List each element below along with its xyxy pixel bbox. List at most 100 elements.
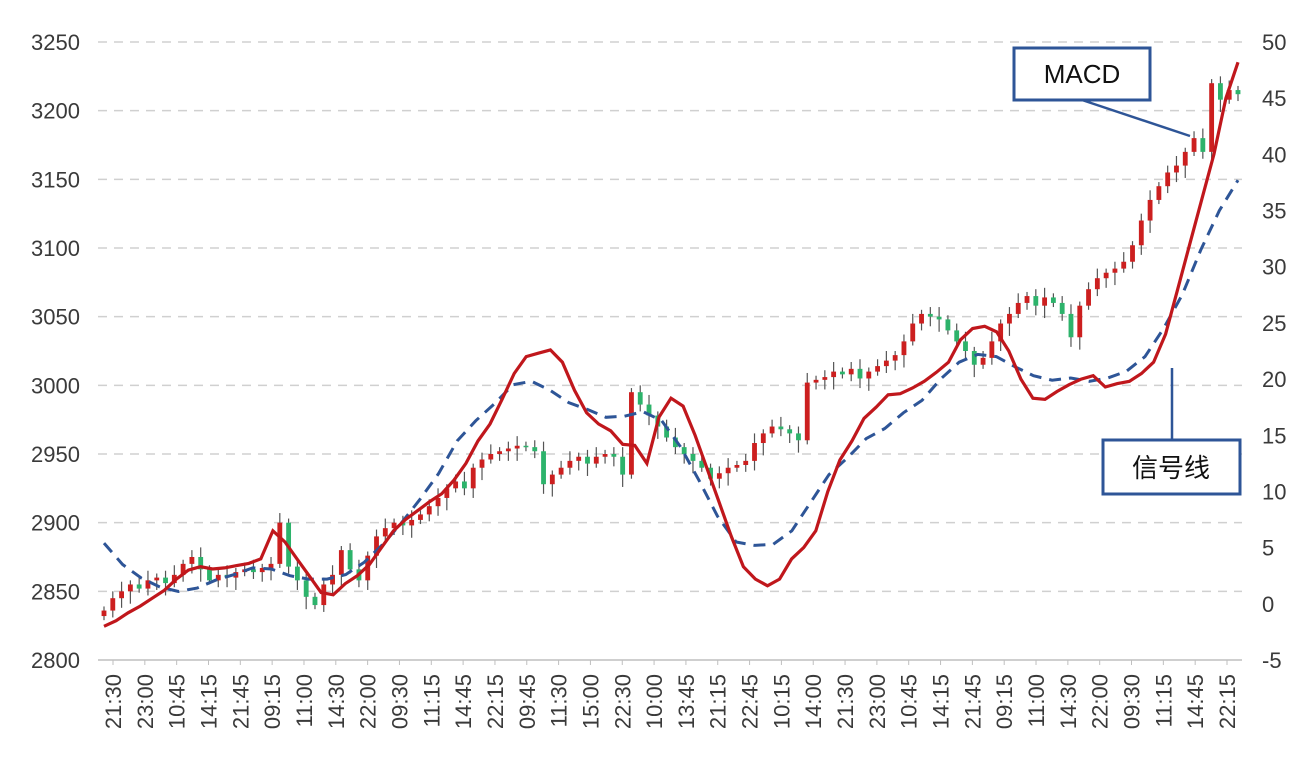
candle-body bbox=[971, 351, 977, 365]
candle-body bbox=[919, 313, 924, 324]
macd-line bbox=[103, 61, 1240, 628]
candle-body bbox=[497, 451, 502, 454]
candle-body bbox=[743, 460, 749, 465]
right-tick-label: 50 bbox=[1262, 30, 1286, 55]
candle-body bbox=[1077, 305, 1083, 338]
candle-body bbox=[760, 433, 766, 444]
candle-body bbox=[532, 447, 538, 452]
signal-callout-label: 信号线 bbox=[1132, 453, 1210, 483]
candle-body bbox=[409, 519, 415, 526]
candle-body bbox=[1050, 297, 1056, 303]
candle-body bbox=[576, 456, 582, 461]
candle-body bbox=[822, 377, 828, 380]
candle-body bbox=[136, 584, 142, 589]
macd-callout-leader bbox=[1081, 98, 1191, 138]
x-tick-label: 21:30 bbox=[101, 674, 126, 729]
candle-body bbox=[391, 522, 397, 529]
x-axis: 21:30 23:00 10:45 14:15 21:45 09:15 11:00 14:30… bbox=[101, 660, 1240, 729]
candle-body bbox=[1112, 268, 1118, 273]
candle-body bbox=[813, 379, 819, 383]
candle-body bbox=[567, 460, 573, 468]
right-tick-label: 5 bbox=[1262, 536, 1274, 561]
candle-body bbox=[321, 584, 327, 606]
right-tick-label: 0 bbox=[1262, 592, 1274, 617]
signal-line bbox=[102, 179, 1240, 594]
right-tick-label: 30 bbox=[1262, 255, 1286, 280]
right-tick-label: 35 bbox=[1262, 199, 1286, 224]
candle-body bbox=[796, 433, 801, 441]
candle-body bbox=[593, 456, 599, 464]
candle-body bbox=[110, 598, 116, 611]
candle-body bbox=[251, 569, 256, 573]
candle-body bbox=[1174, 165, 1179, 173]
candle-body bbox=[883, 360, 889, 367]
x-tick-label: 15:00 bbox=[578, 674, 603, 729]
candle-body bbox=[347, 550, 353, 570]
left-tick-label: 2850 bbox=[31, 579, 80, 604]
candle-body bbox=[1200, 138, 1206, 152]
x-tick-label: 13:45 bbox=[674, 674, 699, 729]
x-tick-label: 09:30 bbox=[1120, 674, 1145, 729]
candle-body bbox=[954, 330, 960, 342]
candle-body bbox=[1042, 297, 1048, 306]
candle-body bbox=[611, 454, 617, 457]
x-tick-label: 10:45 bbox=[897, 674, 922, 729]
x-tick-label: 14:00 bbox=[801, 674, 826, 729]
candle-body bbox=[154, 577, 160, 581]
candle-body bbox=[514, 445, 520, 449]
left-tick-label: 3050 bbox=[31, 305, 80, 330]
candle-body bbox=[1209, 83, 1215, 152]
candle-body bbox=[259, 567, 265, 573]
candle-body bbox=[558, 467, 564, 475]
x-tick-label: 22:00 bbox=[1088, 674, 1113, 729]
candle-body bbox=[189, 557, 195, 564]
candle-body bbox=[716, 473, 722, 479]
candle-body bbox=[549, 474, 555, 485]
x-tick-label: 11:00 bbox=[292, 674, 317, 727]
left-tick-label: 2800 bbox=[31, 648, 80, 673]
candle-body bbox=[664, 426, 670, 438]
candle-body bbox=[444, 488, 450, 498]
right-tick-label: 40 bbox=[1262, 142, 1286, 167]
x-tick-label: 14:45 bbox=[1183, 674, 1208, 729]
left-tick-label: 3250 bbox=[31, 30, 80, 55]
right-tick-label: 45 bbox=[1262, 86, 1286, 111]
candle-body bbox=[470, 467, 476, 489]
x-tick-label: 09:30 bbox=[387, 674, 412, 729]
candle-body bbox=[198, 557, 204, 570]
macd-callout-label: MACD bbox=[1044, 59, 1121, 89]
candle-body bbox=[1103, 272, 1109, 279]
x-tick-label: 11:15 bbox=[1151, 674, 1176, 727]
x-tick-label: 23:00 bbox=[865, 674, 890, 729]
candle-body bbox=[637, 392, 643, 405]
candle-body bbox=[980, 357, 986, 365]
candle-body bbox=[435, 497, 441, 507]
right-tick-label: 15 bbox=[1262, 423, 1286, 448]
candle-body bbox=[145, 580, 151, 589]
candle-body bbox=[989, 341, 995, 358]
x-tick-label: 21:30 bbox=[833, 674, 858, 729]
x-tick-label: 22:15 bbox=[1215, 674, 1240, 729]
x-tick-label: 11:30 bbox=[547, 674, 572, 727]
x-tick-label: 14:30 bbox=[1056, 674, 1081, 729]
candle-body bbox=[303, 580, 309, 597]
left-axis: 3250 3200 3150 3100 3050 3000 2950 2900 2850 2800 bbox=[31, 30, 80, 673]
candle-body bbox=[1156, 186, 1162, 200]
left-tick-label: 3100 bbox=[31, 236, 80, 261]
candle-body bbox=[927, 313, 933, 317]
candle-body bbox=[910, 323, 916, 342]
candle-body bbox=[620, 456, 626, 475]
x-tick-label: 22:00 bbox=[356, 674, 381, 729]
candle-body bbox=[1147, 199, 1153, 221]
x-tick-label: 22:15 bbox=[483, 674, 508, 729]
candle-body bbox=[866, 371, 872, 379]
candle-body bbox=[787, 429, 793, 434]
candle-body bbox=[875, 366, 880, 372]
candle-body bbox=[672, 437, 678, 448]
candle-body bbox=[330, 574, 335, 585]
candle-body bbox=[725, 467, 731, 474]
candle-body bbox=[1015, 302, 1021, 314]
candle-body bbox=[708, 467, 713, 479]
candle-body bbox=[1068, 313, 1074, 338]
